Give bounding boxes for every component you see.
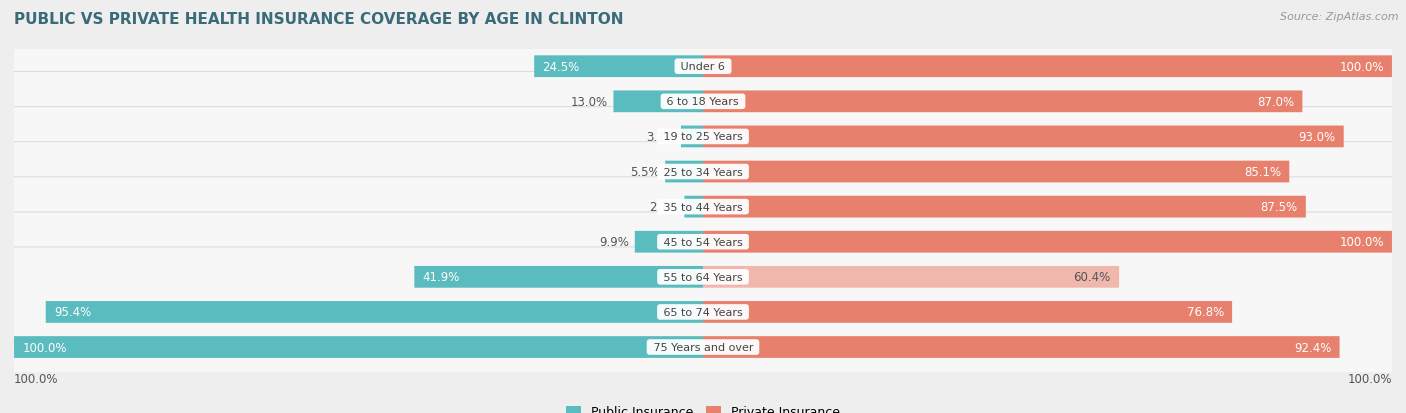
FancyBboxPatch shape bbox=[703, 126, 1344, 148]
FancyBboxPatch shape bbox=[0, 72, 1406, 272]
Text: 24.5%: 24.5% bbox=[543, 61, 579, 74]
FancyBboxPatch shape bbox=[0, 0, 1406, 167]
Text: 75 Years and over: 75 Years and over bbox=[650, 342, 756, 352]
Text: 2.7%: 2.7% bbox=[650, 201, 679, 214]
Text: Source: ZipAtlas.com: Source: ZipAtlas.com bbox=[1281, 12, 1399, 22]
Legend: Public Insurance, Private Insurance: Public Insurance, Private Insurance bbox=[561, 401, 845, 413]
Text: 76.8%: 76.8% bbox=[1187, 306, 1223, 319]
FancyBboxPatch shape bbox=[0, 177, 1406, 377]
Text: 100.0%: 100.0% bbox=[1347, 373, 1392, 385]
Text: 87.0%: 87.0% bbox=[1257, 95, 1294, 109]
FancyBboxPatch shape bbox=[534, 56, 703, 78]
Text: 93.0%: 93.0% bbox=[1298, 131, 1336, 144]
FancyBboxPatch shape bbox=[681, 126, 703, 148]
Text: 100.0%: 100.0% bbox=[22, 341, 67, 354]
FancyBboxPatch shape bbox=[703, 336, 1340, 358]
FancyBboxPatch shape bbox=[703, 231, 1392, 253]
Text: 100.0%: 100.0% bbox=[1339, 236, 1384, 249]
Text: 19 to 25 Years: 19 to 25 Years bbox=[659, 132, 747, 142]
FancyBboxPatch shape bbox=[46, 301, 703, 323]
Text: 60.4%: 60.4% bbox=[1074, 271, 1111, 284]
FancyBboxPatch shape bbox=[665, 161, 703, 183]
Text: 35 to 44 Years: 35 to 44 Years bbox=[659, 202, 747, 212]
FancyBboxPatch shape bbox=[685, 196, 703, 218]
Text: 9.9%: 9.9% bbox=[599, 236, 630, 249]
FancyBboxPatch shape bbox=[0, 107, 1406, 307]
FancyBboxPatch shape bbox=[0, 142, 1406, 342]
Text: 100.0%: 100.0% bbox=[1339, 61, 1384, 74]
FancyBboxPatch shape bbox=[613, 91, 703, 113]
Text: Under 6: Under 6 bbox=[678, 62, 728, 72]
Text: 85.1%: 85.1% bbox=[1244, 166, 1281, 178]
FancyBboxPatch shape bbox=[0, 37, 1406, 237]
Text: 41.9%: 41.9% bbox=[423, 271, 460, 284]
FancyBboxPatch shape bbox=[0, 2, 1406, 202]
Text: 100.0%: 100.0% bbox=[14, 373, 59, 385]
FancyBboxPatch shape bbox=[634, 231, 703, 253]
Text: 55 to 64 Years: 55 to 64 Years bbox=[659, 272, 747, 282]
FancyBboxPatch shape bbox=[703, 161, 1289, 183]
FancyBboxPatch shape bbox=[0, 247, 1406, 413]
Text: 13.0%: 13.0% bbox=[571, 95, 607, 109]
FancyBboxPatch shape bbox=[703, 91, 1302, 113]
Text: 92.4%: 92.4% bbox=[1294, 341, 1331, 354]
Text: 45 to 54 Years: 45 to 54 Years bbox=[659, 237, 747, 247]
FancyBboxPatch shape bbox=[14, 336, 703, 358]
Text: 25 to 34 Years: 25 to 34 Years bbox=[659, 167, 747, 177]
Text: 5.5%: 5.5% bbox=[630, 166, 659, 178]
FancyBboxPatch shape bbox=[703, 196, 1306, 218]
Text: PUBLIC VS PRIVATE HEALTH INSURANCE COVERAGE BY AGE IN CLINTON: PUBLIC VS PRIVATE HEALTH INSURANCE COVER… bbox=[14, 12, 623, 27]
FancyBboxPatch shape bbox=[703, 56, 1392, 78]
FancyBboxPatch shape bbox=[0, 212, 1406, 412]
FancyBboxPatch shape bbox=[703, 266, 1119, 288]
FancyBboxPatch shape bbox=[415, 266, 703, 288]
Text: 87.5%: 87.5% bbox=[1260, 201, 1298, 214]
Text: 65 to 74 Years: 65 to 74 Years bbox=[659, 307, 747, 317]
FancyBboxPatch shape bbox=[703, 301, 1232, 323]
Text: 6 to 18 Years: 6 to 18 Years bbox=[664, 97, 742, 107]
Text: 3.2%: 3.2% bbox=[645, 131, 675, 144]
Text: 95.4%: 95.4% bbox=[53, 306, 91, 319]
